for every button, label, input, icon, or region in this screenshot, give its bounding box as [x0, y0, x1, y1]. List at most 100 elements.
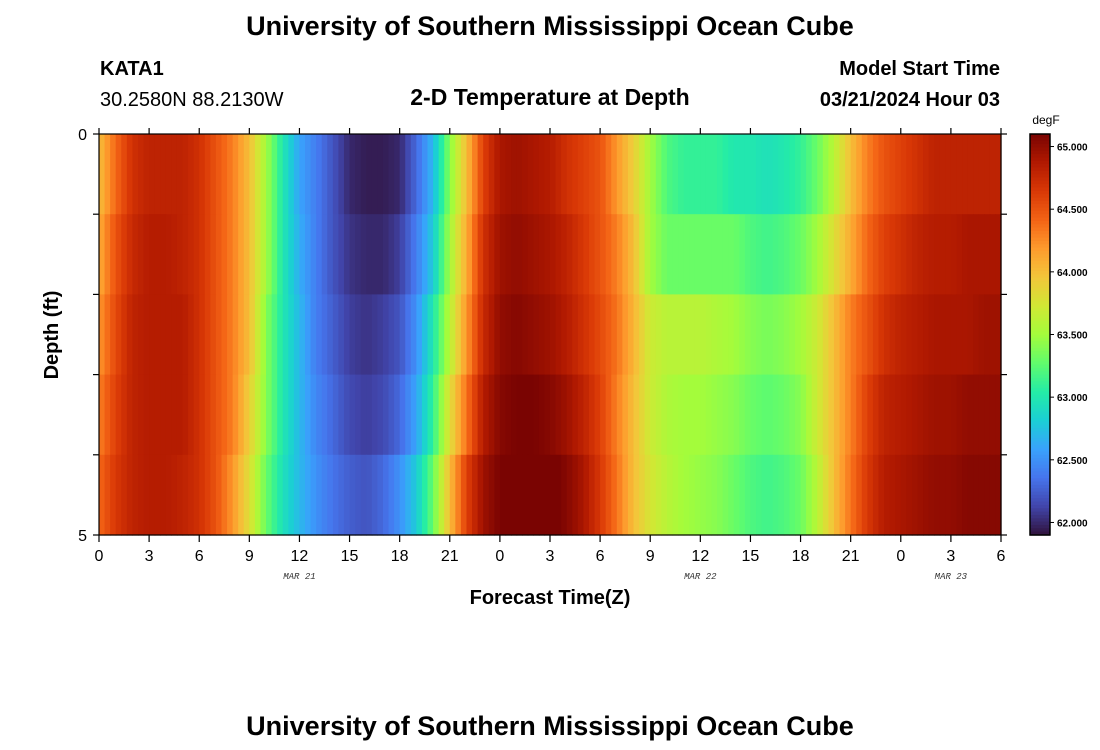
heatmap-cell [600, 214, 606, 295]
station-id: KATA1 [100, 58, 164, 80]
heatmap-cell [478, 134, 484, 215]
heatmap-cell [661, 294, 667, 375]
heatmap-cell [801, 375, 807, 456]
heatmap-cell [333, 375, 339, 456]
heatmap-cell [494, 294, 500, 375]
heatmap-cell [745, 294, 751, 375]
heatmap-cell [934, 134, 940, 215]
heatmap-cell [522, 455, 528, 536]
heatmap-cell [689, 294, 695, 375]
heatmap-cell [689, 375, 695, 456]
heatmap-cell [901, 214, 907, 295]
heatmap-cell [160, 375, 166, 456]
x-tick-label: 0 [495, 548, 504, 565]
heatmap-cell [929, 455, 935, 536]
heatmap-cell [773, 455, 779, 536]
heatmap-cell [661, 134, 667, 215]
heatmap-cell [305, 375, 311, 456]
heatmap-cell [344, 214, 350, 295]
heatmap-cell [711, 375, 717, 456]
heatmap-cell [372, 455, 378, 536]
heatmap-cell [333, 455, 339, 536]
heatmap-cell [361, 375, 367, 456]
heatmap-cell [929, 214, 935, 295]
heatmap-cell [828, 214, 834, 295]
heatmap-cell [862, 375, 868, 456]
heatmap-cell [634, 134, 640, 215]
colorbar-segment [1030, 482, 1050, 486]
x-tick-label: 21 [842, 548, 860, 565]
heatmap-cell [400, 294, 406, 375]
heatmap-cell [405, 134, 411, 215]
heatmap-cell [600, 294, 606, 375]
heatmap-cell [221, 375, 227, 456]
heatmap-cell [138, 214, 144, 295]
heatmap-cell [906, 294, 912, 375]
heatmap-cell [578, 455, 584, 536]
heatmap-cell [539, 294, 545, 375]
heatmap-cell [461, 134, 467, 215]
heatmap-cell [583, 134, 589, 215]
heatmap-cell [611, 214, 617, 295]
heatmap-cell [884, 294, 890, 375]
heatmap-cell [221, 294, 227, 375]
heatmap-cell [227, 134, 233, 215]
heatmap-cell [205, 134, 211, 215]
heatmap-cell [767, 214, 773, 295]
heatmap-cell [617, 455, 623, 536]
heatmap-cell [917, 134, 923, 215]
heatmap-cell [617, 375, 623, 456]
heatmap-cell [422, 134, 428, 215]
heatmap-cell [650, 214, 656, 295]
heatmap-cell [672, 375, 678, 456]
heatmap-cell [589, 294, 595, 375]
heatmap-cell [556, 455, 562, 536]
heatmap-cell [984, 294, 990, 375]
heatmap-cell [578, 375, 584, 456]
heatmap-cell [283, 375, 289, 456]
heatmap-cell [233, 214, 239, 295]
heatmap-cell [678, 214, 684, 295]
x-tick-label: 15 [341, 548, 359, 565]
heatmap-cell [171, 134, 177, 215]
heatmap-cell [789, 134, 795, 215]
heatmap-cell [945, 214, 951, 295]
heatmap-cell [277, 375, 283, 456]
heatmap-cell [572, 134, 578, 215]
heatmap-cell [895, 294, 901, 375]
heatmap-cell [377, 134, 383, 215]
heatmap-cell [895, 134, 901, 215]
heatmap-cell [511, 214, 517, 295]
heatmap-cell [828, 375, 834, 456]
heatmap-cell [879, 134, 885, 215]
heatmap-cell [155, 375, 161, 456]
heatmap-cell [884, 375, 890, 456]
heatmap-cell [160, 294, 166, 375]
heatmap-cell [595, 134, 601, 215]
heatmap-cell [411, 214, 417, 295]
heatmap-cell [962, 134, 968, 215]
heatmap-cell [934, 214, 940, 295]
heatmap-cell [505, 214, 511, 295]
heatmap-cell [856, 375, 862, 456]
heatmap-cell [979, 375, 985, 456]
heatmap-cell [249, 134, 255, 215]
heatmap-cell [372, 294, 378, 375]
heatmap-cell [316, 455, 322, 536]
heatmap-cell [634, 375, 640, 456]
heatmap-cell [338, 375, 344, 456]
heatmap-cell [678, 294, 684, 375]
heatmap-cell [99, 134, 105, 215]
heatmap-cell [945, 455, 951, 536]
x-tick-label: 0 [95, 548, 104, 565]
heatmap-cell [606, 134, 612, 215]
heatmap-cell [567, 375, 573, 456]
heatmap-cell [472, 455, 478, 536]
heatmap-cell [444, 214, 450, 295]
heatmap-cell [166, 214, 172, 295]
heatmap-cell [661, 455, 667, 536]
heatmap-cell [862, 134, 868, 215]
heatmap-cell [299, 294, 305, 375]
heatmap-cell [739, 455, 745, 536]
heatmap-cell [851, 375, 857, 456]
